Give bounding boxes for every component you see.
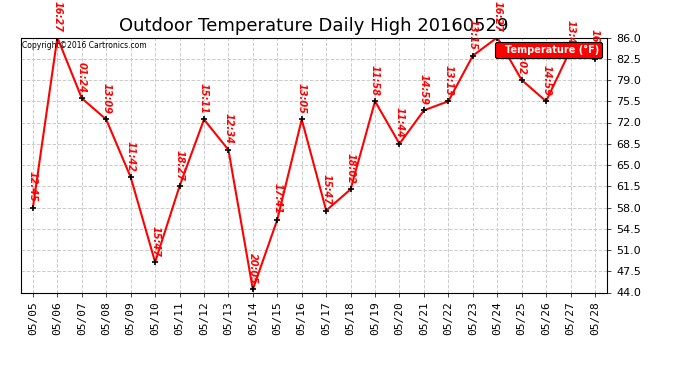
- Text: 16:27: 16:27: [52, 1, 62, 32]
- Text: 13:09: 13:09: [101, 83, 111, 114]
- Text: 20:05: 20:05: [248, 253, 258, 284]
- Text: Copyright©2016 Cartronics.com: Copyright©2016 Cartronics.com: [22, 41, 146, 50]
- Text: 14:59: 14:59: [419, 74, 429, 105]
- Legend: Temperature (°F): Temperature (°F): [495, 42, 602, 58]
- Text: 16:4: 16:4: [590, 29, 600, 53]
- Text: 12:34: 12:34: [224, 113, 233, 144]
- Text: 11:58: 11:58: [370, 65, 380, 96]
- Text: 12:45: 12:45: [28, 171, 38, 202]
- Text: 09:02: 09:02: [517, 44, 526, 75]
- Text: 13:4: 13:4: [566, 20, 575, 44]
- Text: 11:42: 11:42: [126, 141, 136, 172]
- Text: 01:24: 01:24: [77, 62, 87, 93]
- Text: 18:02: 18:02: [346, 153, 355, 184]
- Text: 17:41: 17:41: [273, 183, 282, 214]
- Text: 18:27: 18:27: [175, 150, 184, 181]
- Text: 14:59: 14:59: [541, 65, 551, 96]
- Text: 15:47: 15:47: [150, 226, 160, 256]
- Text: 13:13: 13:13: [444, 65, 453, 96]
- Text: 11:44: 11:44: [395, 107, 404, 138]
- Text: 13:05: 13:05: [297, 83, 307, 114]
- Text: 13:15: 13:15: [468, 19, 477, 50]
- Text: 15:11: 15:11: [199, 83, 209, 114]
- Title: Outdoor Temperature Daily High 20160529: Outdoor Temperature Daily High 20160529: [119, 16, 509, 34]
- Text: 16:27: 16:27: [492, 1, 502, 32]
- Text: 15:47: 15:47: [321, 174, 331, 205]
